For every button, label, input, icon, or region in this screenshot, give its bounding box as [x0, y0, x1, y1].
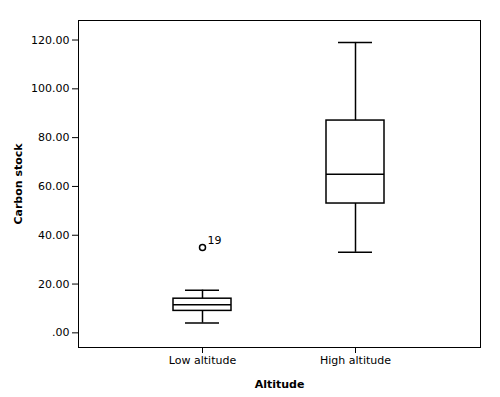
svg-text:19: 19 [208, 234, 222, 247]
svg-text:60.00: 60.00 [38, 180, 70, 193]
svg-text:Low altitude: Low altitude [169, 354, 237, 367]
svg-text:20.00: 20.00 [38, 278, 70, 291]
svg-text:.00: .00 [52, 326, 70, 339]
svg-text:Altitude: Altitude [255, 378, 305, 391]
svg-text:High altitude: High altitude [320, 354, 391, 367]
svg-text:Carbon stock: Carbon stock [12, 143, 25, 225]
svg-text:120.00: 120.00 [31, 34, 70, 47]
svg-text:80.00: 80.00 [38, 131, 70, 144]
svg-text:100.00: 100.00 [31, 82, 70, 95]
svg-text:40.00: 40.00 [38, 229, 70, 242]
